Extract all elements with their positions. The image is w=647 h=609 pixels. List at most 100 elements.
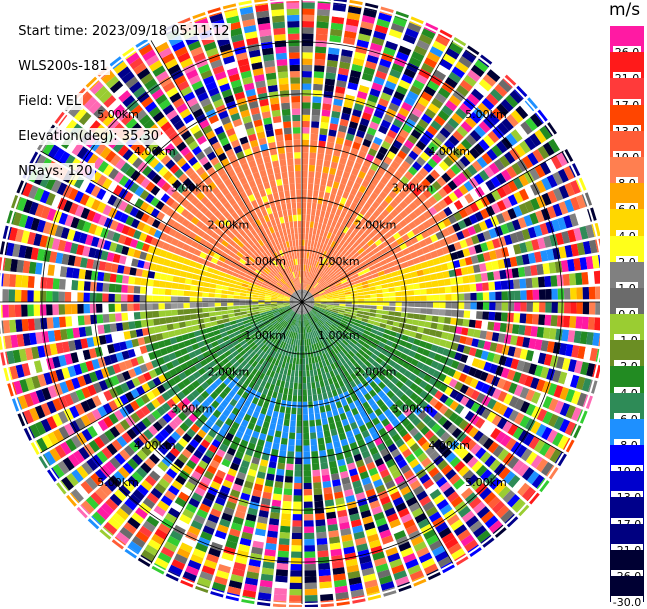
velocity-gate bbox=[221, 307, 227, 311]
velocity-gate bbox=[570, 302, 576, 314]
velocity-gate bbox=[228, 313, 235, 317]
velocity-gate bbox=[234, 292, 241, 296]
velocity-gate bbox=[258, 298, 264, 300]
velocity-gate bbox=[272, 411, 278, 418]
velocity-gate bbox=[293, 508, 302, 514]
velocity-gate bbox=[311, 127, 319, 134]
velocity-gate bbox=[227, 291, 234, 295]
velocity-gate bbox=[90, 304, 97, 313]
velocity-gate bbox=[326, 206, 332, 213]
velocity-gate bbox=[153, 318, 160, 325]
velocity-gate bbox=[215, 289, 222, 293]
velocity-gate bbox=[273, 437, 280, 444]
velocity-gate bbox=[303, 377, 307, 383]
velocity-gate bbox=[358, 292, 365, 295]
velocity-gate bbox=[433, 295, 439, 301]
velocity-gate bbox=[451, 310, 458, 317]
velocity-gate bbox=[322, 172, 329, 179]
velocity-gate bbox=[271, 302, 277, 303]
velocity-gate bbox=[211, 321, 218, 326]
velocity-gate bbox=[305, 345, 308, 351]
velocity-gate bbox=[233, 303, 239, 306]
velocity-gate bbox=[127, 285, 134, 293]
velocity-gate bbox=[346, 304, 352, 306]
velocity-gate bbox=[423, 268, 430, 275]
velocity-gate bbox=[388, 283, 395, 288]
velocity-gate bbox=[240, 305, 246, 308]
velocity-gate bbox=[166, 275, 173, 282]
velocity-gate bbox=[402, 302, 408, 307]
velocity-gate bbox=[78, 269, 85, 279]
velocity-gate bbox=[533, 290, 540, 300]
velocity-gate bbox=[153, 280, 160, 287]
velocity-gate bbox=[146, 287, 153, 294]
velocity-gate bbox=[375, 314, 382, 318]
velocity-gate bbox=[77, 292, 83, 302]
velocity-gate bbox=[339, 300, 345, 302]
velocity-gate bbox=[420, 295, 426, 300]
velocity-gate bbox=[314, 488, 323, 495]
velocity-gate bbox=[290, 376, 294, 383]
velocity-gate bbox=[325, 212, 330, 219]
velocity-gate bbox=[221, 299, 227, 302]
velocity-gate bbox=[324, 85, 334, 92]
velocity-gate bbox=[246, 294, 252, 297]
velocity-gate bbox=[318, 444, 325, 451]
velocity-gate bbox=[303, 452, 310, 458]
velocity-gate bbox=[282, 507, 291, 514]
velocity-gate bbox=[299, 377, 302, 383]
velocity-gate bbox=[134, 312, 141, 320]
velocity-gate bbox=[323, 160, 330, 167]
velocity-gate bbox=[290, 420, 296, 427]
velocity-gate bbox=[322, 110, 331, 117]
velocity-gate bbox=[304, 526, 314, 533]
velocity-gate bbox=[289, 382, 293, 389]
velocity-gate bbox=[442, 271, 449, 278]
velocity-gate bbox=[501, 312, 508, 321]
velocity-gate bbox=[317, 544, 328, 551]
velocity-gate bbox=[488, 312, 495, 321]
velocity-gate bbox=[370, 294, 376, 298]
velocity-gate bbox=[312, 463, 320, 470]
velocity-gate bbox=[322, 418, 328, 425]
velocity-gate bbox=[317, 153, 324, 160]
velocity-gate bbox=[305, 246, 308, 252]
velocity-gate bbox=[115, 294, 121, 302]
velocity-gate bbox=[288, 388, 293, 395]
velocity-gate bbox=[421, 302, 427, 307]
velocity-gate bbox=[539, 302, 545, 312]
velocity-gate bbox=[414, 290, 421, 295]
velocity-gate bbox=[298, 389, 302, 395]
velocity-gate bbox=[269, 518, 279, 525]
velocity-gate bbox=[426, 288, 433, 294]
velocity-gate bbox=[358, 295, 364, 298]
velocity-gate bbox=[297, 408, 302, 414]
velocity-gate bbox=[381, 319, 388, 324]
velocity-gate bbox=[274, 487, 283, 494]
velocity-gate bbox=[278, 551, 289, 558]
velocity-gate bbox=[115, 313, 122, 321]
velocity-gate bbox=[312, 388, 317, 395]
velocity-gate bbox=[302, 71, 312, 77]
velocity-gate bbox=[277, 557, 289, 564]
velocity-gate bbox=[500, 323, 507, 332]
velocity-gate bbox=[308, 184, 313, 191]
velocity-gate bbox=[317, 550, 328, 557]
velocity-gate bbox=[276, 569, 288, 576]
velocity-gate bbox=[320, 462, 328, 469]
velocity-gate bbox=[595, 302, 600, 315]
velocity-gate bbox=[288, 363, 292, 370]
velocity-gate bbox=[312, 109, 321, 116]
velocity-gate bbox=[278, 412, 284, 419]
velocity-gate bbox=[186, 272, 193, 278]
velocity-gate bbox=[357, 289, 364, 293]
velocity-gate bbox=[66, 267, 73, 278]
velocity-gate bbox=[279, 532, 289, 539]
velocity-gate bbox=[317, 9, 330, 16]
velocity-gate bbox=[159, 288, 166, 294]
velocity-gate bbox=[379, 323, 386, 328]
velocity-gate bbox=[323, 166, 330, 173]
velocity-gate bbox=[302, 196, 307, 202]
velocity-gate bbox=[551, 315, 558, 326]
velocity-gate bbox=[299, 364, 302, 370]
